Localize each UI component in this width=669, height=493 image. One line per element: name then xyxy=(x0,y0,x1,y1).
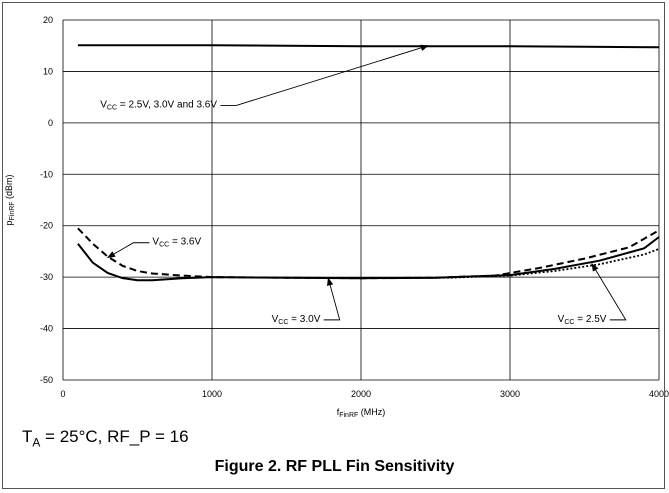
series-line-solid xyxy=(77,236,660,282)
annotation-leader-arrow xyxy=(323,277,341,321)
x-tick-label: 0 xyxy=(60,389,65,399)
x-axis-title: fFinRF (MHz) xyxy=(337,407,386,419)
y-tick-label: 0 xyxy=(48,118,53,128)
annotation-label: VCC = 2.5V xyxy=(558,314,607,326)
x-tick-label: 1000 xyxy=(202,389,222,399)
conditions-t-sub: A xyxy=(32,435,41,450)
x-tick-label: 4000 xyxy=(649,389,669,399)
y-tick-label: -50 xyxy=(40,375,53,385)
annotation-label: VCC = 3.0V xyxy=(272,314,321,326)
test-conditions: TA = 25°C, RF_P = 16 xyxy=(22,427,189,449)
annotation-leader-arrow xyxy=(106,242,150,259)
conditions-t: T xyxy=(22,427,33,446)
x-tick-label: 2000 xyxy=(351,389,371,399)
y-tick-label: -10 xyxy=(40,169,53,179)
series-line-dashed xyxy=(77,227,660,280)
y-tick-label: -20 xyxy=(40,221,53,231)
y-tick-label: 10 xyxy=(43,66,53,76)
x-tick-label: 3000 xyxy=(500,389,520,399)
series-line-dotted xyxy=(390,248,660,280)
series-line-solid xyxy=(77,44,660,49)
y-tick-label: -30 xyxy=(40,272,53,282)
annotation-leader-arrow xyxy=(591,263,627,321)
y-tick-label: -40 xyxy=(40,324,53,334)
grid-lines xyxy=(62,19,660,381)
annotation-label: VCC = 2.5V, 3.0V and 3.6V xyxy=(100,99,217,111)
annotations: VCC = 2.5V, 3.0V and 3.6V VCC = 3.6V VCC =… xyxy=(100,44,627,326)
annotation-label: VCC = 3.6V xyxy=(152,237,201,249)
y-tick-label: 20 xyxy=(43,15,53,25)
data-series xyxy=(77,44,660,282)
fin-sensitivity-chart: 20 10 0 -10 -20 -30 -40 -50 0 1000 2000 3000 4000 fFi… xyxy=(4,15,669,419)
conditions-rest: = 25°C, RF_P = 16 xyxy=(40,427,189,446)
annotation-leader-arrow xyxy=(220,44,429,106)
y-axis-title: pFinRF (dBm) xyxy=(4,174,16,225)
figure-caption: Figure 2. RF PLL Fin Sensitivity xyxy=(214,458,455,475)
axes: 20 10 0 -10 -20 -30 -40 -50 0 1000 2000 3000 4000 fFi… xyxy=(4,15,669,419)
